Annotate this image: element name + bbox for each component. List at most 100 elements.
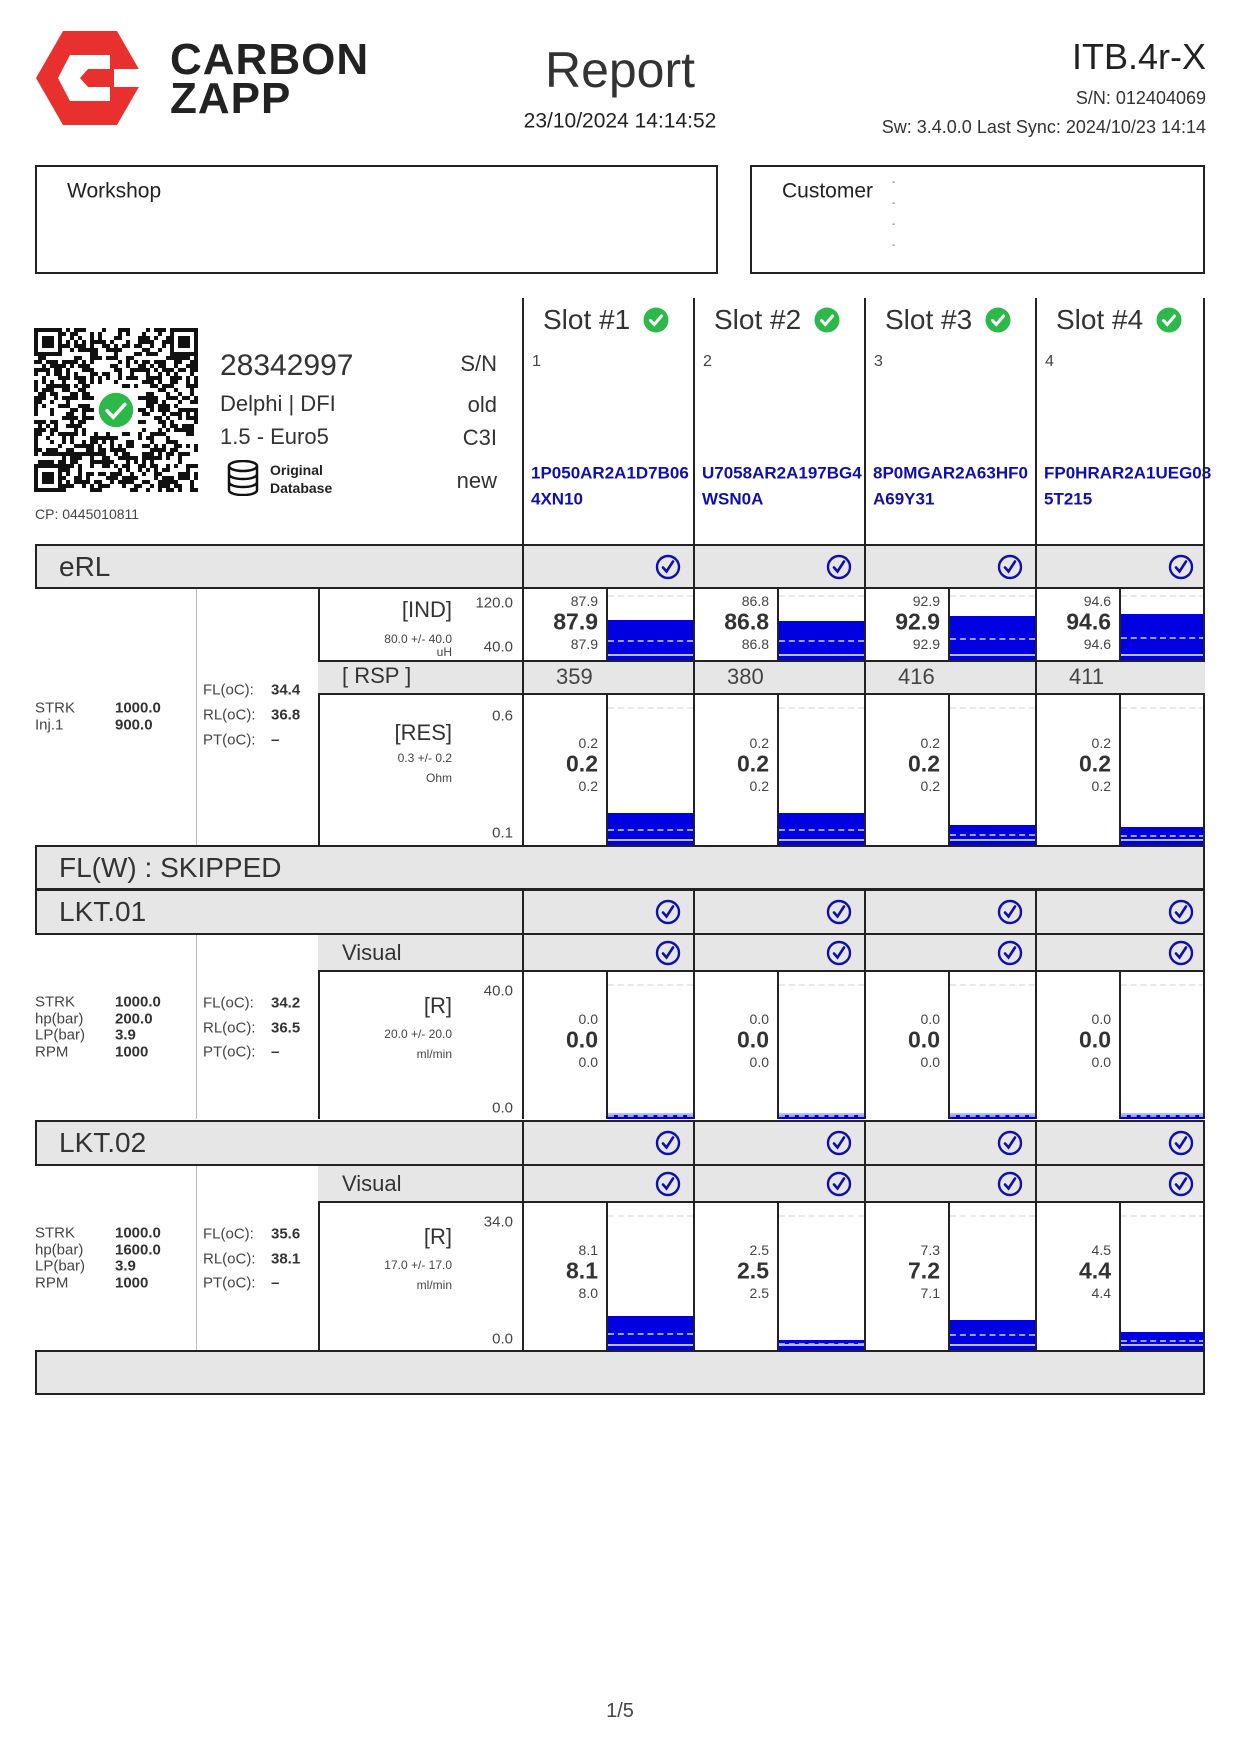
measured-value-max: 92.9 [912,593,940,609]
test-param-label: hp(bar) [35,1010,84,1027]
temperature-value: 34.2 [271,994,301,1012]
slot-divider [693,889,695,935]
test-param-value: 900.0 [115,716,153,734]
bar-nominal-line [779,1114,864,1117]
slot-divider [1035,544,1037,589]
slot-pass-icon [826,554,852,580]
temperature-label: RL(oC): [203,1250,256,1267]
bar-nominal-line [1121,835,1205,838]
measured-value-min: 94.6 [1083,636,1111,652]
slot-serial-line2: A69Y31 [873,489,935,509]
measurement-bar [1119,695,1205,845]
slot-pass-icon [826,1130,852,1156]
visual-pass-icon [1168,940,1194,966]
slot-pass-icon [1168,1130,1194,1156]
slot-pass-icon [655,899,681,925]
slot-divider [864,935,866,972]
bar-nominal-line [608,1114,693,1117]
test-param-value: 1000 [115,1274,149,1291]
measured-value-max: 4.5 [1091,1242,1111,1258]
bar-base-line [608,654,693,656]
test-param-value: 3.9 [115,1026,136,1044]
qr-code [34,328,198,492]
erl-section-header [35,544,1205,589]
bar-base-line [1121,1113,1205,1115]
slot-divider [522,298,524,544]
slot-divider [1035,695,1037,845]
test-param-label: STRK [35,699,76,717]
test-param-label: STRK [35,993,76,1011]
slot-divider [1035,972,1037,1119]
bar-nominal-line [1121,1339,1205,1342]
measured-value: 0.0 [1079,1026,1111,1053]
slot-number: 1 [532,353,541,370]
injector-part-number: 28342997 [220,349,354,382]
measured-value-max: 0.0 [578,1011,598,1027]
slot-divider [693,589,695,660]
measurement-scale-min: 0.0 [492,1099,513,1117]
test-param-label: Inj.1 [35,716,64,734]
measured-value-max: 94.6 [1083,593,1111,609]
rsp-value: 359 [556,664,593,689]
measurement-bar [606,695,693,845]
measured-value-min: 0.0 [920,1054,940,1070]
bar-base-line [779,1344,864,1346]
visual-label: Visual [342,1171,402,1196]
measured-value: 0.2 [737,750,769,777]
measured-value: 87.9 [553,608,598,635]
bar-upper-limit-line [779,1214,864,1217]
column-divider [318,589,320,845]
slot-divider [693,695,695,845]
slot-pass-icon [997,899,1023,925]
measured-value-max: 0.2 [578,735,598,751]
slot-divider [522,544,524,589]
injector-field-label: old [467,392,497,417]
bar-upper-limit-line [1121,707,1205,709]
temperature-label: PT(oC): [203,1274,256,1292]
injector-cp: CP: 0445010811 [35,506,140,522]
bar-base-line [1121,654,1205,656]
temperature-value: 34.4 [271,681,301,699]
slot-number: 2 [703,353,712,370]
measurement-scale-min: 40.0 [483,638,513,656]
slot-divider [864,589,866,660]
slot-divider [1035,1203,1037,1350]
measurement-bar [948,589,1035,660]
bar-base-line [950,654,1035,656]
measurement-scale-max: 0.6 [492,707,513,725]
slot-pass-icon [997,1130,1023,1156]
measurement-spec: 0.3 +/- 0.2 [397,751,452,765]
device-serial: S/N: 012404069 [1075,88,1206,108]
slot-pass-icon [655,1130,681,1156]
bar-nominal-line [950,1334,1035,1337]
slot-pass-icon [1168,899,1194,925]
measured-value-max: 0.2 [749,735,769,751]
bar-base-line [1121,839,1205,841]
measurement-bar [1119,972,1205,1119]
slot-divider [693,1166,695,1203]
temperature-label: PT(oC): [203,1043,256,1061]
slot-divider [522,889,524,935]
rsp-value: 411 [1069,664,1105,689]
measurement-spec: 17.0 +/- 17.0 [384,1258,452,1272]
visual-pass-icon [655,940,681,966]
bar-upper-limit-line [779,983,864,986]
slot-divider [1035,1166,1037,1203]
bar-upper-limit-line [608,1214,693,1217]
measured-value-min: 8.0 [578,1285,598,1301]
slot-divider [864,1203,866,1350]
temperature-label: FL(oC): [203,681,254,699]
bar-nominal-line [950,833,1035,836]
slot-divider [864,889,866,935]
measurement-bar [777,972,864,1119]
slot-serial-line1: 8P0MGAR2A63HF0 [873,463,1028,483]
measurement-scale-max: 34.0 [483,1213,513,1231]
measurement-scale-max: 40.0 [483,982,513,1000]
test-param-label: RPM [35,1043,69,1060]
slot-divider [1035,589,1037,660]
measurement-bar [1119,1203,1205,1350]
measured-value-max: 7.3 [920,1242,940,1258]
measured-value: 0.2 [908,750,940,777]
measured-value: 0.2 [1079,750,1111,777]
slot-divider [522,1120,524,1166]
